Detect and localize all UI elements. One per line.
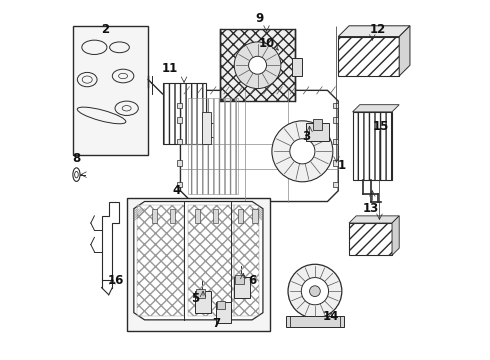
Polygon shape	[399, 26, 410, 76]
Text: 15: 15	[373, 120, 390, 133]
Polygon shape	[338, 26, 410, 37]
Polygon shape	[353, 105, 399, 112]
Bar	[333, 160, 338, 166]
Circle shape	[310, 286, 320, 297]
Text: 6: 6	[248, 274, 256, 287]
Text: 8: 8	[73, 152, 80, 165]
Bar	[333, 182, 338, 187]
Text: 5: 5	[191, 292, 199, 305]
Bar	[333, 103, 338, 108]
Text: 4: 4	[173, 184, 181, 197]
Bar	[152, 209, 157, 223]
Bar	[353, 112, 392, 180]
Bar	[163, 83, 205, 144]
Text: 13: 13	[363, 202, 379, 215]
Bar	[177, 117, 182, 123]
Text: 3: 3	[302, 130, 310, 144]
Polygon shape	[134, 202, 263, 320]
Bar	[177, 160, 182, 166]
Text: 14: 14	[323, 310, 339, 323]
Bar	[252, 209, 258, 223]
Bar	[220, 30, 295, 101]
Bar	[195, 209, 200, 223]
Bar	[234, 205, 259, 316]
Bar	[234, 277, 250, 298]
Text: 1: 1	[338, 159, 346, 172]
Circle shape	[234, 42, 281, 89]
Bar	[349, 223, 392, 255]
Circle shape	[301, 278, 329, 305]
Bar	[195, 291, 211, 313]
Bar	[137, 205, 184, 316]
Bar	[188, 98, 238, 194]
Bar	[306, 123, 329, 140]
Bar	[292, 58, 302, 76]
Polygon shape	[180, 90, 338, 202]
Bar	[333, 139, 338, 144]
Bar	[177, 182, 182, 187]
Text: 9: 9	[255, 12, 264, 25]
Bar	[170, 209, 175, 223]
Bar	[313, 119, 322, 130]
Bar	[216, 302, 231, 323]
Polygon shape	[392, 216, 399, 255]
Bar	[338, 37, 399, 76]
Bar	[188, 205, 234, 316]
Ellipse shape	[73, 168, 80, 181]
Bar	[177, 139, 182, 144]
Circle shape	[248, 56, 267, 74]
Text: 11: 11	[162, 62, 178, 75]
Bar	[286, 316, 343, 327]
Bar	[126, 198, 270, 330]
Polygon shape	[349, 216, 399, 223]
Bar	[196, 289, 205, 298]
Circle shape	[290, 139, 315, 164]
Text: 2: 2	[101, 23, 109, 36]
Bar	[235, 275, 245, 284]
Bar	[177, 103, 182, 108]
Bar	[218, 301, 225, 309]
Circle shape	[288, 264, 342, 318]
Bar	[202, 112, 211, 144]
Text: 7: 7	[212, 317, 220, 330]
Bar	[73, 26, 148, 155]
Bar	[213, 209, 218, 223]
Bar	[333, 117, 338, 123]
Circle shape	[272, 121, 333, 182]
Text: 12: 12	[369, 23, 386, 36]
Text: 16: 16	[108, 274, 124, 287]
Bar	[238, 209, 243, 223]
Text: 10: 10	[258, 37, 274, 50]
